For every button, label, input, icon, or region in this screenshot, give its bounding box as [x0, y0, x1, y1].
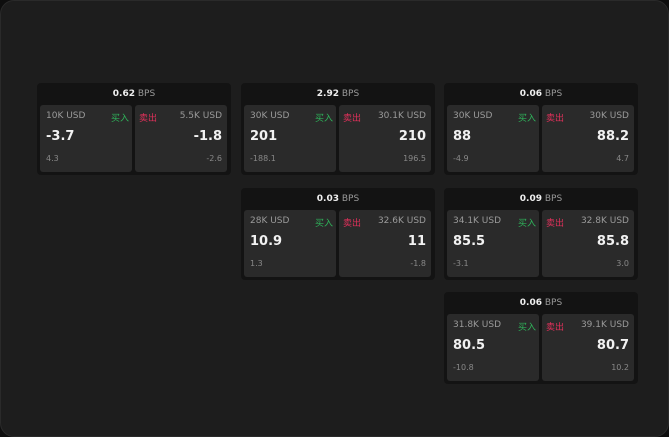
buy-size: 28K USD [250, 216, 290, 226]
sell-change: 3.0 [616, 259, 629, 268]
quote-card: 0.06 BPS 30K USD 买入 88 -4.9 卖出 30K USD 8… [444, 83, 638, 175]
sell-label: 卖出 [139, 114, 158, 124]
sell-label: 卖出 [343, 219, 362, 229]
sell-price: -1.8 [193, 129, 222, 144]
spread-value: 0.62 [112, 89, 135, 99]
buy-price: 88 [453, 129, 472, 144]
spread-value: 0.09 [519, 194, 542, 204]
buy-label: 买入 [314, 219, 333, 229]
sell-price: 88.2 [596, 129, 629, 144]
spread-header: 0.03 BPS [241, 188, 435, 210]
sell-price: 11 [407, 234, 426, 249]
sell-change: 4.7 [616, 154, 629, 163]
sell-size: 5.5K USD [179, 111, 222, 121]
buy-size: 34.1K USD [453, 216, 502, 226]
sell-change: -1.8 [410, 259, 426, 268]
spread-value: 0.03 [316, 194, 339, 204]
buy-size: 31.8K USD [453, 320, 502, 330]
sell-change: 10.2 [611, 363, 629, 372]
buy-change: -3.1 [453, 259, 469, 268]
buy-change: -188.1 [250, 154, 276, 163]
buy-label: 买入 [517, 323, 536, 333]
sell-label: 卖出 [546, 323, 565, 333]
sell-change: -2.6 [206, 154, 222, 163]
sell-price: 80.7 [596, 338, 629, 353]
quote-card: 2.92 BPS 30K USD 买入 201 -188.1 卖出 30.1K … [241, 83, 435, 175]
spread-unit: BPS [137, 89, 156, 99]
sell-size: 30.1K USD [377, 111, 426, 121]
buy-label: 买入 [110, 114, 129, 124]
buy-change: -4.9 [453, 154, 469, 163]
sell-size: 30K USD [589, 111, 629, 121]
buy-cell[interactable]: 30K USD 买入 88 -4.9 [447, 105, 539, 172]
quote-card: 0.06 BPS 31.8K USD 买入 80.5 -10.8 卖出 39.1… [444, 292, 638, 384]
buy-price: 85.5 [453, 234, 486, 249]
sell-cell[interactable]: 卖出 32.6K USD 11 -1.8 [339, 210, 431, 277]
spread-unit: BPS [341, 89, 360, 99]
spread-header: 0.06 BPS [444, 292, 638, 314]
spread-unit: BPS [544, 89, 563, 99]
sell-size: 39.1K USD [580, 320, 629, 330]
buy-price: 201 [250, 129, 278, 144]
spread-unit: BPS [544, 298, 563, 308]
sell-change: 196.5 [403, 154, 426, 163]
sell-cell[interactable]: 卖出 32.8K USD 85.8 3.0 [542, 210, 634, 277]
buy-cell[interactable]: 30K USD 买入 201 -188.1 [244, 105, 336, 172]
buy-size: 30K USD [453, 111, 493, 121]
buy-cell[interactable]: 28K USD 买入 10.9 1.3 [244, 210, 336, 277]
buy-price: 80.5 [453, 338, 486, 353]
spread-header: 2.92 BPS [241, 83, 435, 105]
sell-cell[interactable]: 卖出 30K USD 88.2 4.7 [542, 105, 634, 172]
sell-label: 卖出 [546, 219, 565, 229]
sell-cell[interactable]: 卖出 30.1K USD 210 196.5 [339, 105, 431, 172]
buy-label: 买入 [314, 114, 333, 124]
spread-value: 0.06 [519, 298, 542, 308]
sell-cell[interactable]: 卖出 5.5K USD -1.8 -2.6 [135, 105, 227, 172]
spread-header: 0.62 BPS [37, 83, 231, 105]
spread-unit: BPS [341, 194, 360, 204]
buy-change: 1.3 [250, 259, 263, 268]
buy-size: 30K USD [250, 111, 290, 121]
buy-price: 10.9 [250, 234, 283, 249]
sell-label: 卖出 [546, 114, 565, 124]
buy-change: 4.3 [46, 154, 59, 163]
sell-size: 32.8K USD [580, 216, 629, 226]
spread-header: 0.06 BPS [444, 83, 638, 105]
buy-size: 10K USD [46, 111, 86, 121]
sell-price: 210 [398, 129, 426, 144]
buy-cell[interactable]: 31.8K USD 买入 80.5 -10.8 [447, 314, 539, 381]
buy-change: -10.8 [453, 363, 474, 372]
sell-price: 85.8 [596, 234, 629, 249]
quote-card: 0.03 BPS 28K USD 买入 10.9 1.3 卖出 32.6K US… [241, 188, 435, 280]
buy-label: 买入 [517, 114, 536, 124]
quote-card: 0.09 BPS 34.1K USD 买入 85.5 -3.1 卖出 32.8K… [444, 188, 638, 280]
sell-size: 32.6K USD [377, 216, 426, 226]
spread-value: 0.06 [519, 89, 542, 99]
buy-price: -3.7 [46, 129, 75, 144]
spread-value: 2.92 [316, 89, 339, 99]
quote-card: 0.62 BPS 10K USD 买入 -3.7 4.3 卖出 5.5K USD… [37, 83, 231, 175]
buy-cell[interactable]: 34.1K USD 买入 85.5 -3.1 [447, 210, 539, 277]
spread-header: 0.09 BPS [444, 188, 638, 210]
sell-cell[interactable]: 卖出 39.1K USD 80.7 10.2 [542, 314, 634, 381]
sell-label: 卖出 [343, 114, 362, 124]
buy-label: 买入 [517, 219, 536, 229]
buy-cell[interactable]: 10K USD 买入 -3.7 4.3 [40, 105, 132, 172]
spread-unit: BPS [544, 194, 563, 204]
